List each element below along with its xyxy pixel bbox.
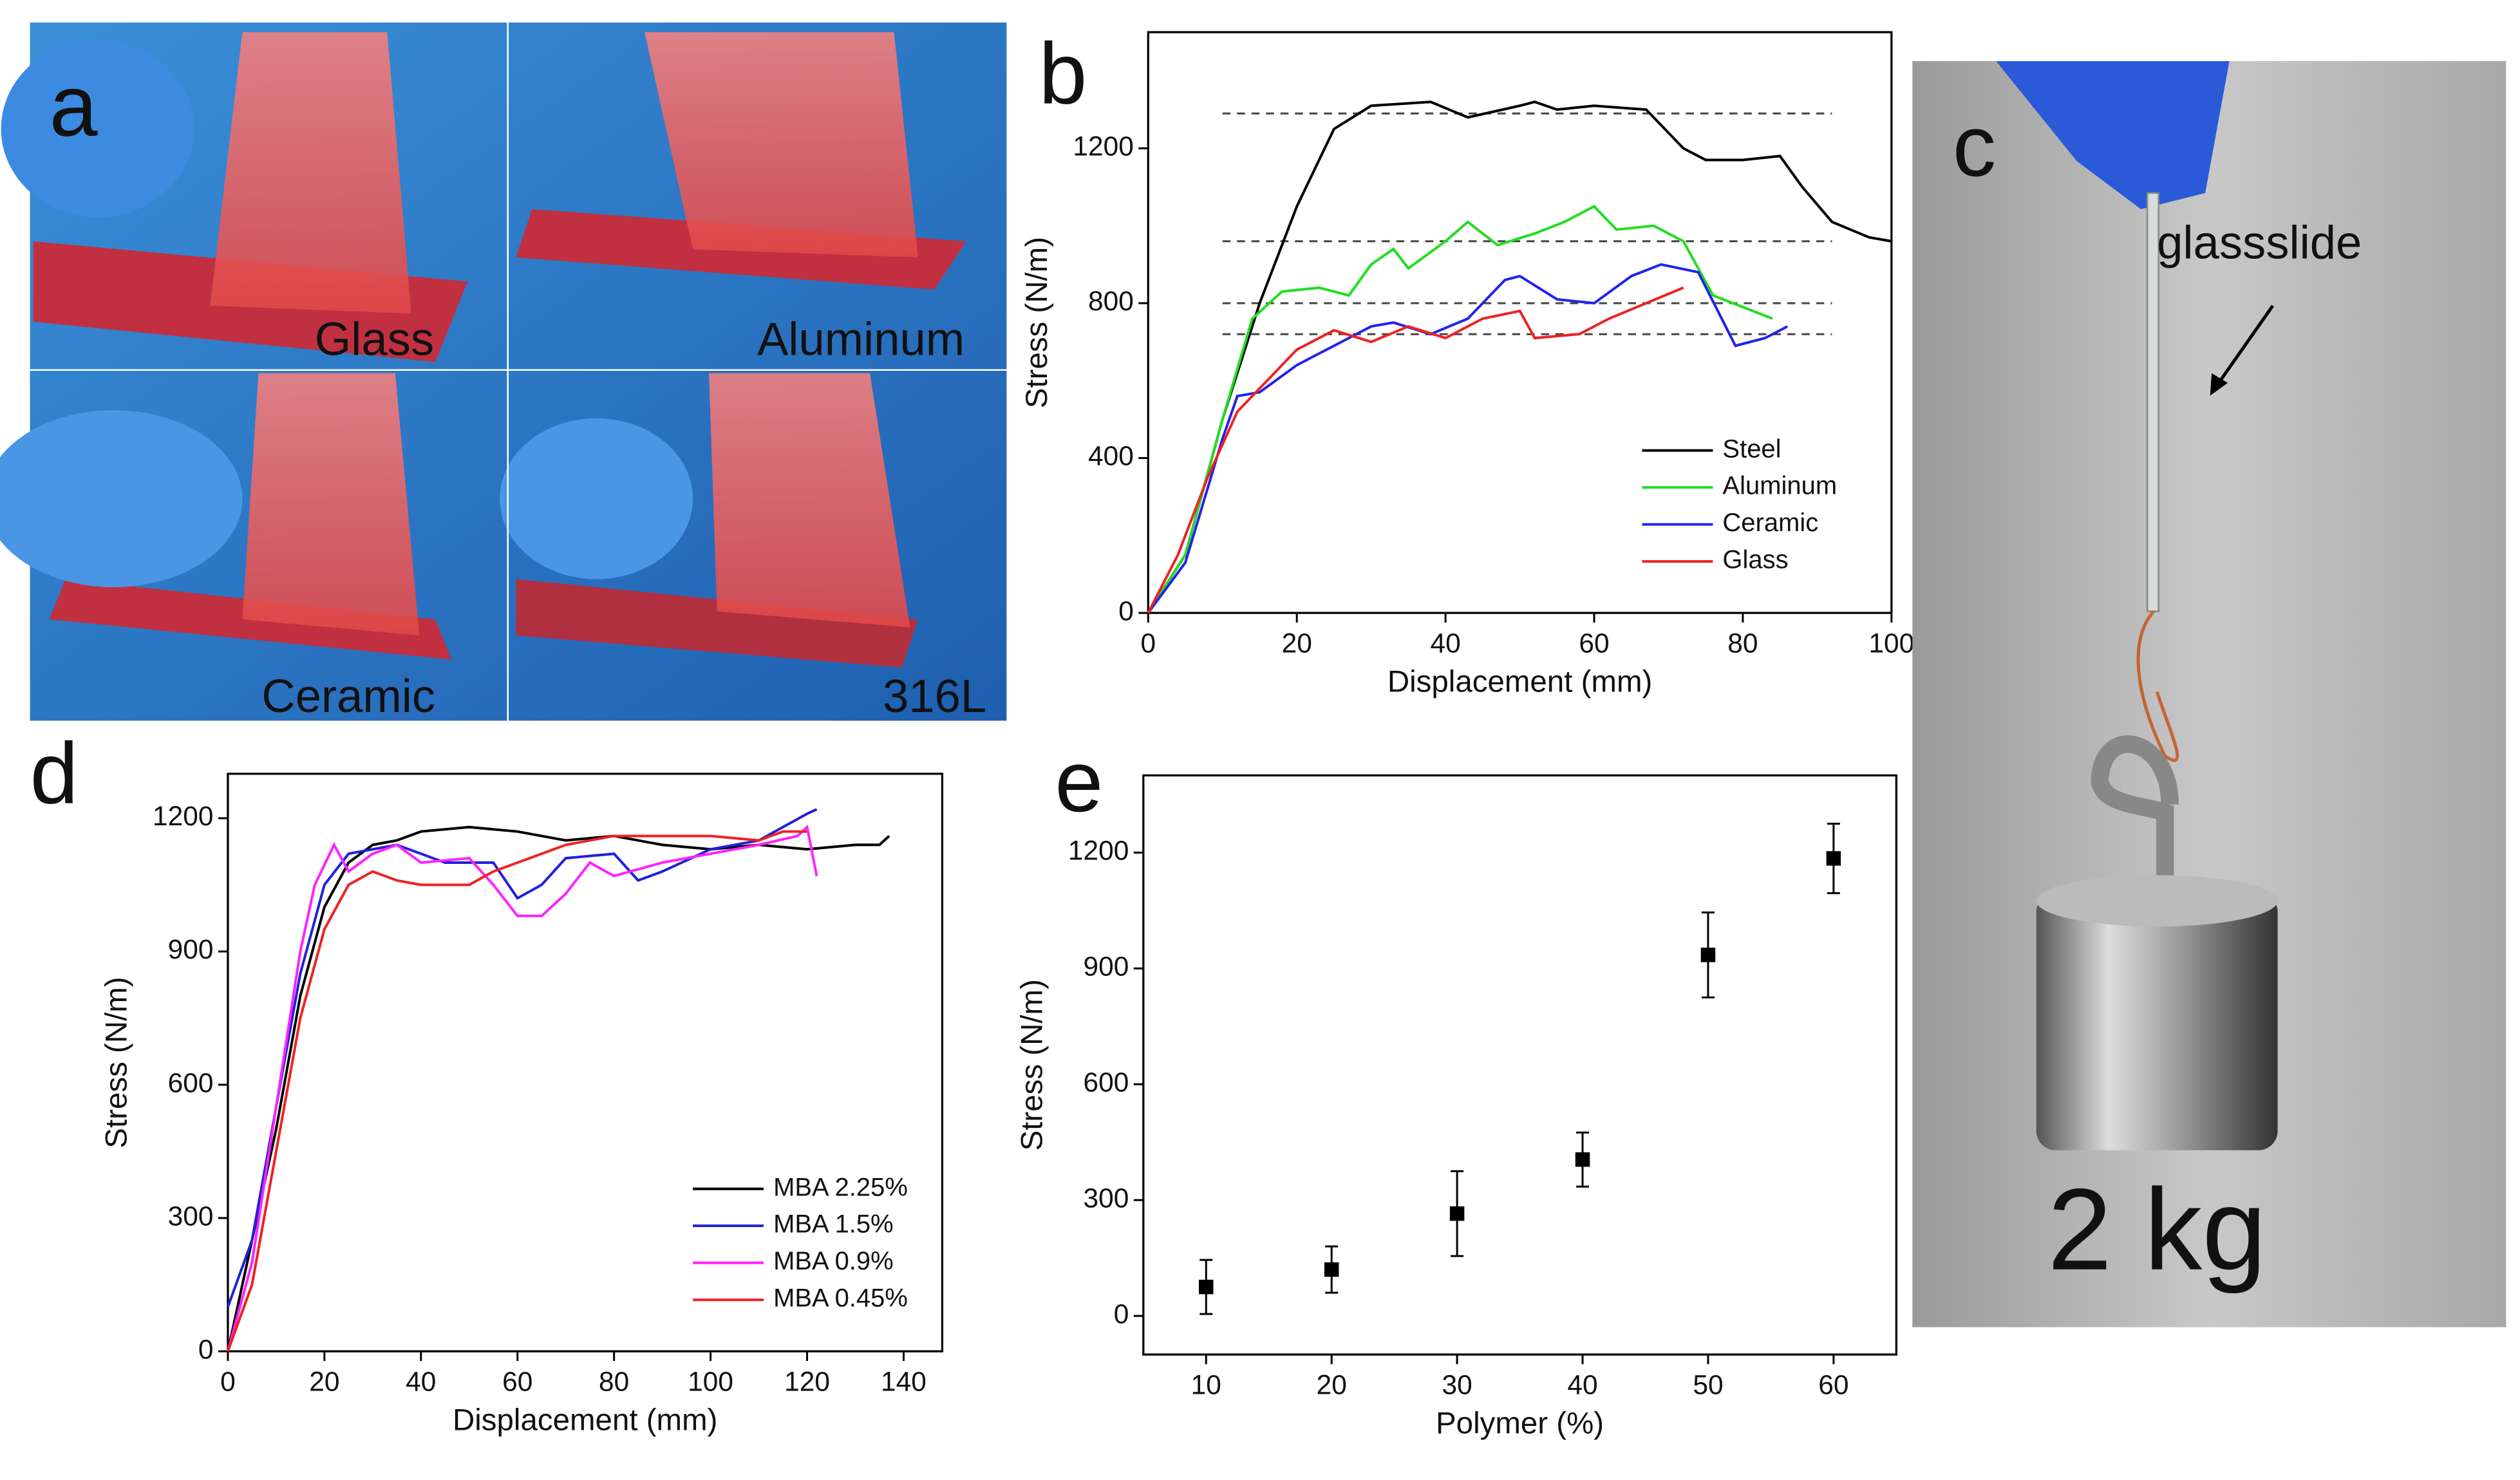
data-line <box>226 825 890 1352</box>
legend-label: MBA 0.9% <box>773 1247 894 1275</box>
plot-frame <box>227 773 944 1353</box>
photo-a: Glass Aluminum Ceramic 316L <box>0 22 1007 722</box>
substrate-label: Ceramic <box>261 670 435 722</box>
data-line <box>227 824 818 1352</box>
data-point <box>1199 1279 1214 1295</box>
legend-label: MBA 0.45% <box>773 1284 908 1313</box>
x-tick-label: 10 <box>1191 1370 1221 1400</box>
x-tick-label: 100 <box>688 1367 733 1397</box>
x-tick-label: 80 <box>1727 628 1758 659</box>
data-line <box>227 830 807 1352</box>
legend-label: MBA 2.25% <box>773 1173 908 1201</box>
panel-label: e <box>1055 733 1103 830</box>
substrate-label: Aluminum <box>757 313 964 365</box>
y-axis-label: Stress (N/m) <box>100 977 134 1148</box>
data-point <box>1449 1206 1465 1221</box>
data-line <box>1147 100 1892 614</box>
x-tick-label: 40 <box>406 1367 436 1397</box>
y-tick-label: 400 <box>1088 442 1134 472</box>
panel-label: d <box>30 725 79 822</box>
x-tick-label: 40 <box>1567 1370 1597 1400</box>
panel-label: c <box>1953 97 1996 194</box>
y-tick-label: 800 <box>1088 286 1134 317</box>
y-tick-label: 1200 <box>153 801 213 832</box>
legend-label: MBA 1.5% <box>773 1210 894 1239</box>
x-tick-label: 60 <box>1818 1370 1848 1400</box>
y-tick-label: 0 <box>198 1335 214 1365</box>
y-tick-label: 1200 <box>1073 132 1133 162</box>
x-tick-label: 0 <box>220 1367 236 1397</box>
plot-frame <box>1142 774 1897 1356</box>
x-tick-label: 120 <box>784 1367 830 1397</box>
x-tick-label: 50 <box>1693 1370 1723 1400</box>
data-line <box>227 808 818 1307</box>
y-axis-label: Stress (N/m) <box>1015 979 1049 1150</box>
y-tick-label: 900 <box>1083 952 1129 982</box>
x-axis-label: Polymer (%) <box>1436 1407 1604 1441</box>
x-tick-label: 60 <box>502 1367 532 1397</box>
x-tick-label: 20 <box>1317 1370 1347 1400</box>
data-line <box>1147 205 1773 614</box>
x-tick-label: 60 <box>1579 628 1609 659</box>
x-tick-label: 80 <box>599 1367 629 1397</box>
x-axis-label: Displacement (mm) <box>453 1403 717 1438</box>
plot-frame <box>1147 31 1893 614</box>
weight-label: 2 kg <box>2047 1165 2266 1295</box>
x-tick-label: 0 <box>1141 628 1156 659</box>
legend-label: Ceramic <box>1722 509 1818 537</box>
legend-label: Steel <box>1722 435 1781 463</box>
data-line <box>1147 286 1684 614</box>
substrate-label: Glass <box>315 313 434 365</box>
y-tick-label: 600 <box>1083 1067 1129 1098</box>
x-axis-label: Displacement (mm) <box>1387 665 1652 699</box>
y-tick-label: 300 <box>168 1201 214 1232</box>
data-point <box>1700 948 1716 962</box>
legend-label: Aluminum <box>1722 472 1837 500</box>
data-point <box>1324 1262 1339 1277</box>
data-point <box>1826 851 1841 866</box>
photo-c: glassslide 2 kg <box>1912 61 2506 1327</box>
x-tick-label: 100 <box>1868 628 1914 659</box>
data-line <box>1147 263 1789 614</box>
y-tick-label: 900 <box>168 935 214 965</box>
panel-label: b <box>1039 25 1087 122</box>
panel-label: a <box>50 57 99 155</box>
y-tick-label: 1200 <box>1068 836 1129 866</box>
y-tick-label: 0 <box>1114 1299 1129 1329</box>
y-tick-label: 300 <box>1083 1183 1129 1213</box>
substrate-label: 316L <box>883 670 986 722</box>
x-tick-label: 140 <box>881 1367 926 1397</box>
y-axis-label: Stress (N/m) <box>1020 237 1054 408</box>
photo-label: glassslide <box>2157 216 2362 268</box>
legend-label: Glass <box>1722 546 1788 574</box>
x-tick-label: 20 <box>309 1367 339 1397</box>
data-point <box>1575 1152 1590 1167</box>
x-tick-label: 20 <box>1282 628 1312 659</box>
x-tick-label: 40 <box>1430 628 1460 659</box>
x-tick-label: 30 <box>1442 1370 1472 1400</box>
y-tick-label: 0 <box>1118 596 1134 626</box>
y-tick-label: 600 <box>168 1068 214 1098</box>
